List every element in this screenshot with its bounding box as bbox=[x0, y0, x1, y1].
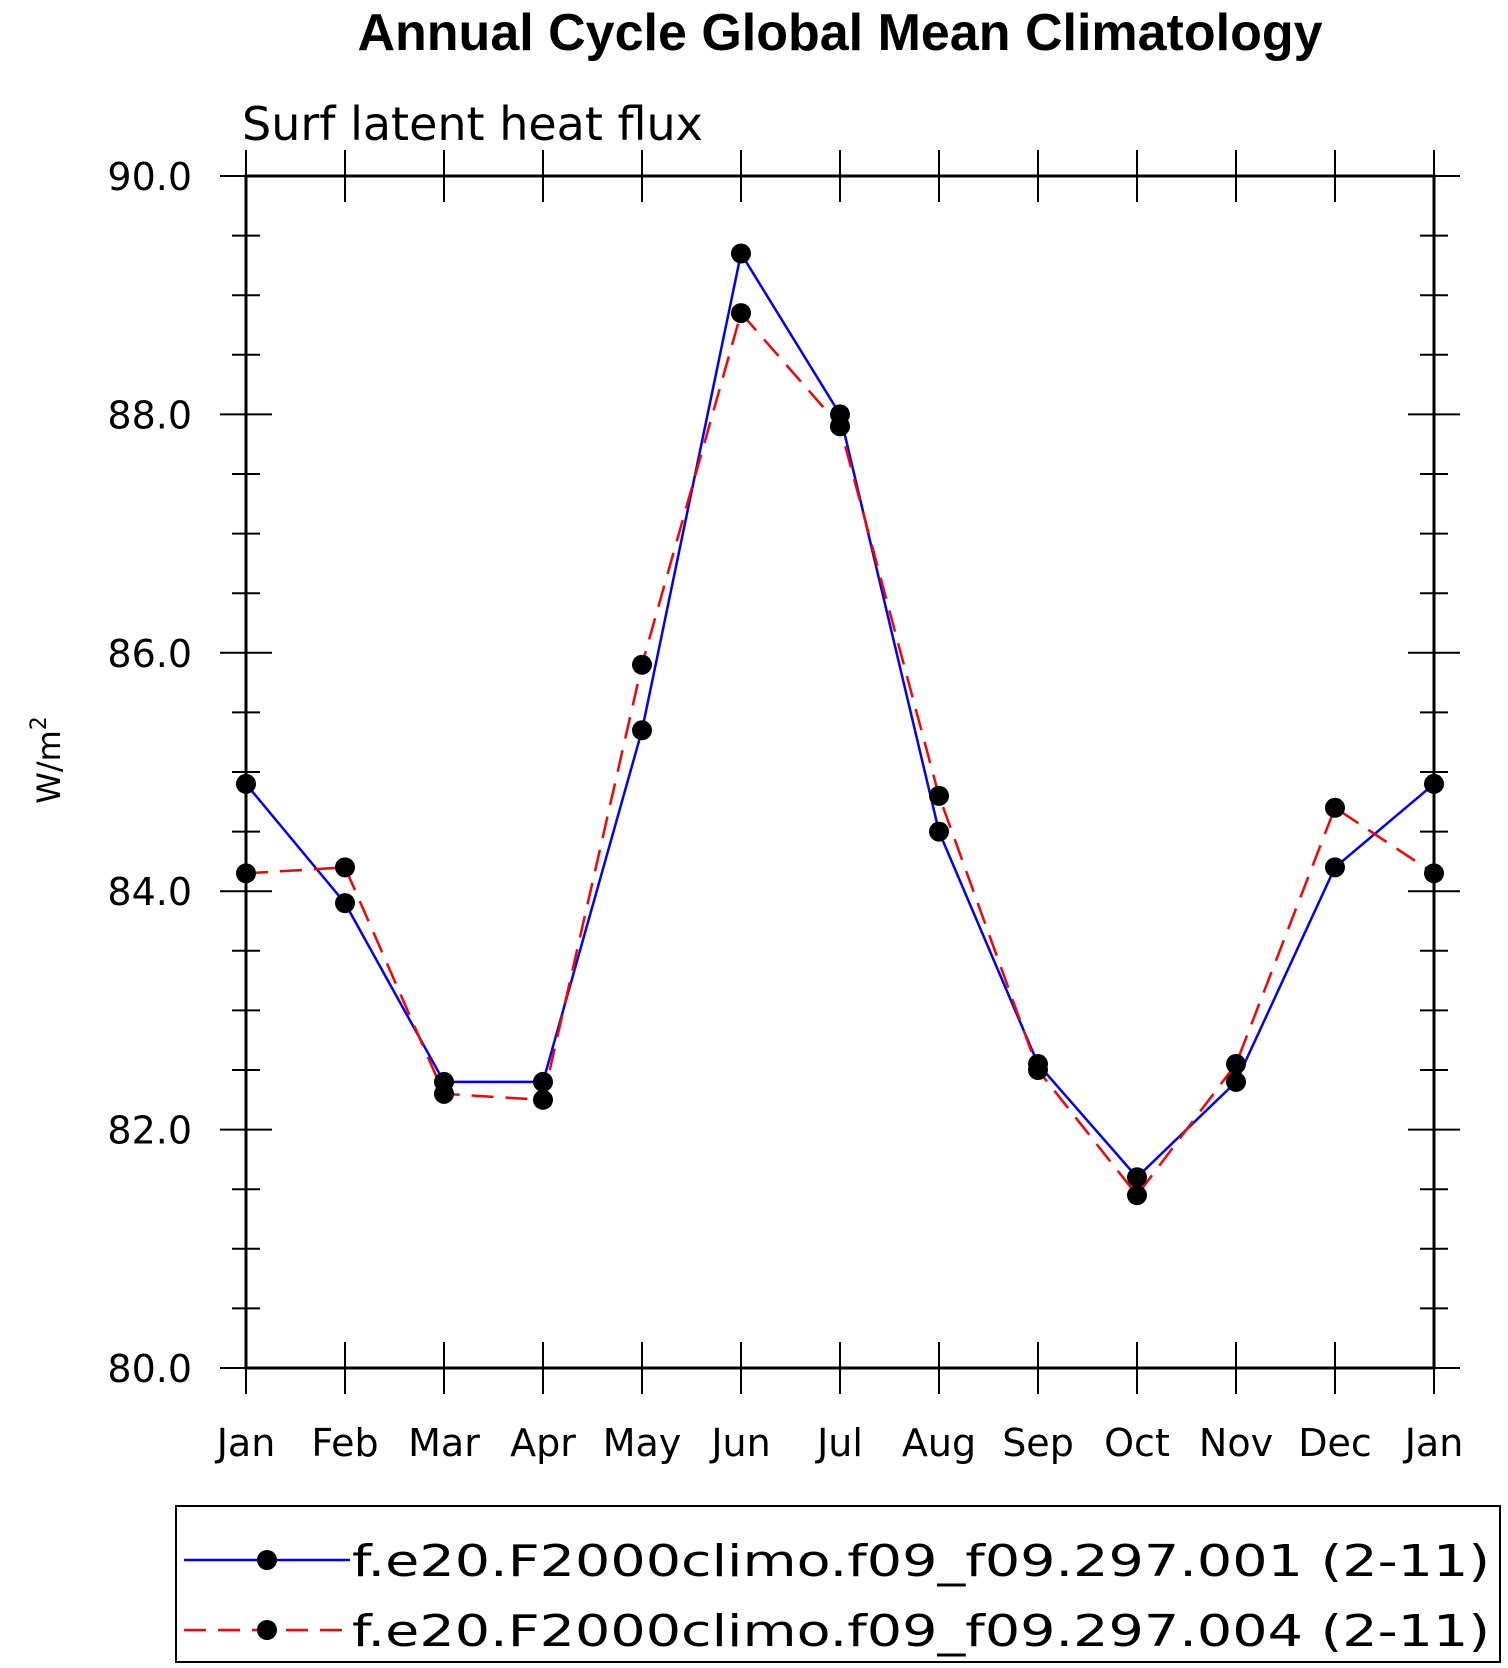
y-tick-label: 86.0 bbox=[107, 632, 192, 676]
x-tick-label: Nov bbox=[1199, 1421, 1273, 1465]
y-tick-label: 88.0 bbox=[107, 393, 192, 437]
series-2-marker bbox=[434, 1083, 454, 1104]
x-tick-label: Oct bbox=[1104, 1421, 1170, 1465]
chart-title: Annual Cycle Global Mean Climatology bbox=[357, 4, 1322, 62]
series-2-marker bbox=[335, 857, 355, 878]
series-2-marker bbox=[632, 654, 652, 675]
x-tick-label: Dec bbox=[1298, 1421, 1372, 1465]
x-tick-label: May bbox=[603, 1421, 682, 1465]
series-1-marker bbox=[632, 720, 652, 741]
series-1-marker bbox=[1127, 1167, 1147, 1188]
plot-frame bbox=[244, 174, 1436, 1370]
y-ticks: 80.0 82.0 84.0 86.0 88.0 90.0 bbox=[107, 155, 1460, 1391]
y-axis-label: W/m2 bbox=[27, 716, 68, 804]
legend-marker-1 bbox=[257, 1550, 277, 1570]
series-2-marker bbox=[1226, 1054, 1246, 1075]
series-2-marker bbox=[731, 303, 751, 324]
y-tick-label: 90.0 bbox=[107, 155, 192, 199]
svg-text:W/m2: W/m2 bbox=[27, 716, 68, 804]
legend-label-2: f.e20.F2000climo.f09_f09.297.004 (2-11) bbox=[352, 1606, 1490, 1657]
x-tick-label: Jan bbox=[1403, 1421, 1464, 1465]
series-2-marker bbox=[1424, 863, 1444, 884]
y-tick-label: 82.0 bbox=[107, 1109, 192, 1153]
series-layer bbox=[236, 243, 1444, 1206]
series-2-marker bbox=[236, 863, 256, 884]
series-2-marker bbox=[830, 416, 850, 437]
series-line-1 bbox=[245, 250, 1435, 1180]
x-tick-label: Mar bbox=[408, 1421, 480, 1465]
x-tick-label: Sep bbox=[1002, 1421, 1074, 1465]
x-tick-label: Aug bbox=[902, 1421, 976, 1465]
x-ticks: Jan Feb Mar Apr May Jun Jul Aug Sep Oct Nov Dec Jan bbox=[215, 150, 1464, 1465]
x-tick-label: Apr bbox=[510, 1421, 576, 1465]
legend-box bbox=[175, 1505, 1501, 1663]
y-tick-label: 84.0 bbox=[107, 870, 192, 914]
y-axis-label-text: W/m bbox=[30, 730, 68, 804]
series-1-marker bbox=[335, 893, 355, 914]
legend-entries: f.e20.F2000climo.f09_f09.297.001 (2-11) f… bbox=[184, 1536, 1490, 1657]
series-2-marker bbox=[533, 1089, 553, 1110]
x-tick-label: Jan bbox=[215, 1421, 276, 1465]
x-tick-label: Jul bbox=[815, 1421, 863, 1465]
legend: f.e20.F2000climo.f09_f09.297.001 (2-11) f… bbox=[175, 1505, 1501, 1663]
series-2-marker bbox=[1325, 797, 1345, 818]
series-2-marker bbox=[1028, 1060, 1048, 1080]
series-1-marker bbox=[533, 1071, 553, 1092]
x-tick-label: Jun bbox=[709, 1421, 770, 1465]
y-axis-label-superscript: 2 bbox=[27, 716, 52, 730]
series-line-2 bbox=[245, 310, 1435, 1198]
series-2-marker bbox=[929, 785, 949, 806]
chart-subtitle: Surf latent heat flux bbox=[242, 97, 703, 151]
series-1-marker bbox=[1424, 773, 1444, 794]
x-tick-label: Feb bbox=[311, 1421, 378, 1465]
series-2-marker bbox=[1127, 1185, 1147, 1206]
series-1-marker bbox=[929, 821, 949, 842]
series-1-marker bbox=[731, 243, 751, 264]
series-1-marker bbox=[1226, 1071, 1246, 1092]
y-tick-label: 80.0 bbox=[107, 1347, 192, 1391]
series-1-marker bbox=[236, 773, 256, 794]
series-1-marker bbox=[1325, 857, 1345, 878]
legend-label-1: f.e20.F2000climo.f09_f09.297.001 (2-11) bbox=[352, 1536, 1490, 1587]
legend-marker-2 bbox=[257, 1620, 277, 1640]
